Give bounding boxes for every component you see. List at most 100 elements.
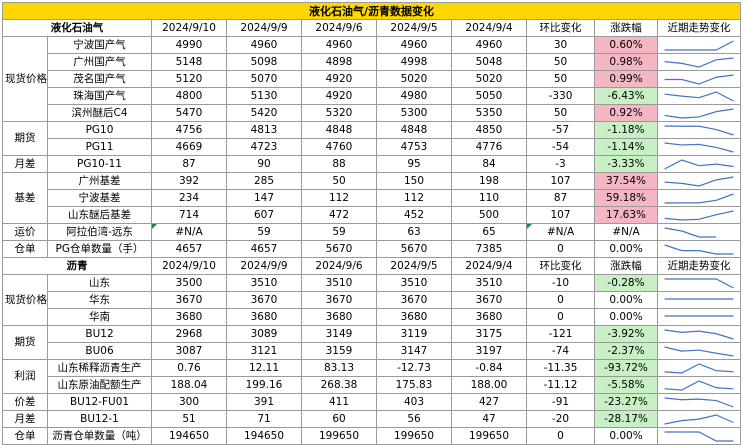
value-cell: 3510	[376, 274, 452, 292]
value-cell: 4657	[151, 240, 227, 258]
trend-cell	[656, 189, 742, 207]
value-cell: 4920	[301, 87, 377, 105]
pct-cell: -5.58%	[594, 376, 658, 394]
title-row: 液化石油气/沥青数据变化	[1, 2, 742, 20]
change-cell: 107	[526, 172, 595, 190]
trend-cell	[656, 342, 742, 360]
change-header: 环比变化	[526, 19, 595, 37]
sparkline	[658, 412, 740, 427]
table-title: 液化石油气/沥青数据变化	[1, 2, 742, 20]
sparkline-path	[665, 245, 734, 254]
pct-cell: 0.99%	[594, 70, 658, 88]
value-cell: 3680	[151, 308, 227, 326]
value-cell: 199.16	[226, 376, 302, 394]
value-cell: 65	[451, 223, 527, 241]
category-label: 利润	[2, 359, 48, 394]
date-header: 2024/9/6	[301, 257, 377, 275]
sparkline-path	[665, 279, 734, 288]
value-cell: 500	[451, 206, 527, 224]
trend-cell	[656, 172, 742, 190]
value-cell: 3670	[376, 291, 452, 309]
item-name: BU12-1	[47, 410, 152, 428]
trend-cell	[656, 240, 742, 258]
value-cell: 4960	[226, 36, 302, 54]
item-name: 山东	[47, 274, 152, 292]
table-row: 期货 PG10 4756 4813 4848 4848 4850 -57 -1.18%	[2, 121, 742, 156]
value-cell: 4998	[376, 53, 452, 71]
sparkline-path	[665, 109, 734, 118]
value-cell: 3087	[151, 342, 227, 360]
pct-cell: 0.00%	[594, 427, 658, 445]
value-cell: 84	[451, 155, 527, 173]
sparkline	[658, 429, 740, 444]
change-cell: #N/A	[526, 223, 595, 241]
value-cell: 3670	[226, 291, 302, 309]
value-cell: 3510	[451, 274, 527, 292]
sparkline	[658, 344, 740, 359]
trend-cell	[656, 121, 742, 139]
change-cell: -121	[526, 325, 595, 343]
change-cell: 0	[526, 427, 595, 445]
pct-cell: -6.43%	[594, 87, 658, 105]
change-cell: -11.35	[526, 359, 595, 377]
category-label: 现货价格	[2, 274, 48, 326]
value-cell: 59	[226, 223, 302, 241]
table-row: 现货价格 宁波国产气 4990 4960 4960 4960 4960 30 0.60%	[2, 36, 742, 122]
item-name: PG仓单数量（手）	[47, 240, 152, 258]
value-cell: 4813	[226, 121, 302, 139]
table-row: 价差 BU12-FU01 300 391 411 403 427 -91 -23.27%	[2, 393, 742, 411]
sparkline	[658, 174, 740, 189]
item-name: 沥青仓单数量（吨）	[47, 427, 152, 445]
pct-cell: #N/A	[594, 223, 658, 241]
pct-cell: 37.54%	[594, 172, 658, 190]
value-cell: 4776	[451, 138, 527, 156]
item-name: 宁波基差	[47, 189, 152, 207]
category-label: 仓单	[2, 240, 48, 258]
value-cell: 4756	[151, 121, 227, 139]
value-cell: 87	[151, 155, 227, 173]
category-label: 期货	[2, 325, 48, 360]
value-cell: 472	[301, 206, 377, 224]
sparkline	[658, 191, 740, 206]
table-row: PG11 4669 4723 4760 4753 4776 -54 -1.14%	[3, 138, 742, 156]
value-cell: 3500	[151, 274, 227, 292]
value-cell: -12.73	[376, 359, 452, 377]
value-cell: 194650	[226, 427, 302, 445]
value-cell: 5320	[301, 104, 377, 122]
sparkline	[658, 310, 740, 325]
table-row: 基差 广州基差 392 285 50 150 198 107 37.54%	[2, 172, 742, 224]
value-cell: 4898	[301, 53, 377, 71]
value-cell: 3159	[301, 342, 377, 360]
value-cell: 0.76	[151, 359, 227, 377]
trend-cell	[656, 53, 742, 71]
pct-cell: -2.37%	[594, 342, 658, 360]
value-cell: 4980	[376, 87, 452, 105]
value-cell: 5300	[376, 104, 452, 122]
sparkline-path	[665, 415, 734, 424]
pct-cell: 0.98%	[594, 53, 658, 71]
item-name: PG10-11	[47, 155, 152, 173]
trend-cell	[656, 36, 742, 54]
table-row: 仓单 沥青仓单数量（吨） 194650 194650 199650 199650 19965…	[2, 427, 742, 445]
value-cell: 4657	[226, 240, 302, 258]
sparkline-path	[665, 381, 734, 390]
value-cell: 4753	[376, 138, 452, 156]
change-cell: -11.12	[526, 376, 595, 394]
pct-cell: -28.17%	[594, 410, 658, 428]
value-cell: 88	[301, 155, 377, 173]
date-header: 2024/9/5	[376, 19, 452, 37]
value-cell: 427	[451, 393, 527, 411]
trend-cell	[656, 325, 742, 343]
table-row: 华东 3670 3670 3670 3670 3670 0 0.00%	[3, 291, 742, 309]
pct-header: 涨跌幅	[594, 19, 658, 37]
change-cell: -3	[526, 155, 595, 173]
trend-cell	[656, 376, 742, 394]
value-cell: 5420	[226, 104, 302, 122]
value-cell: 199650	[451, 427, 527, 445]
sparkline	[658, 225, 740, 240]
item-name: 珠海国产气	[47, 87, 152, 105]
value-cell: 403	[376, 393, 452, 411]
change-cell: 87	[526, 189, 595, 207]
trend-cell	[656, 104, 742, 122]
item-name: BU12	[47, 325, 152, 343]
